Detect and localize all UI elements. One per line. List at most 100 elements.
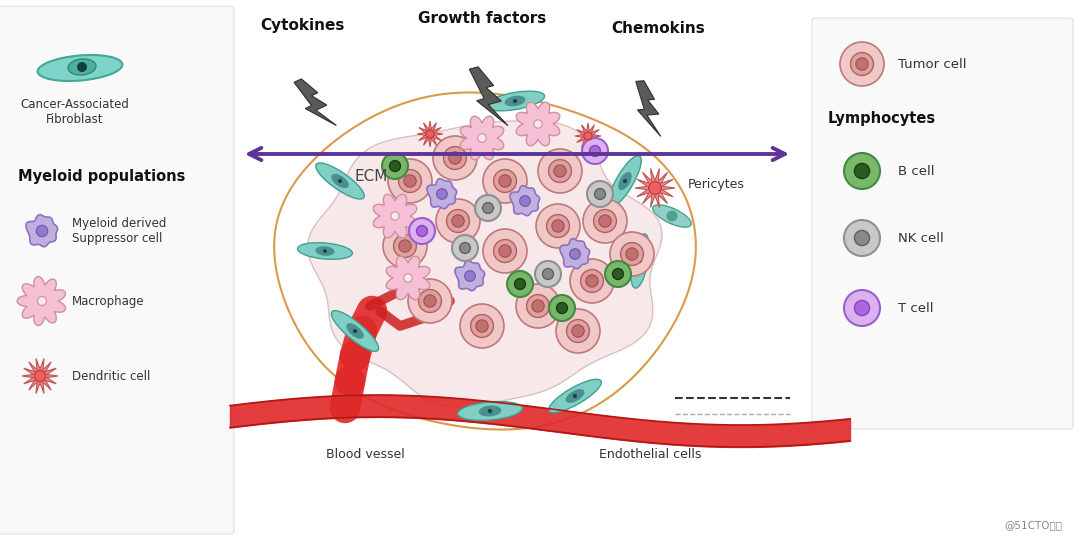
- Circle shape: [471, 315, 494, 338]
- Circle shape: [573, 394, 577, 398]
- Circle shape: [552, 220, 564, 232]
- Ellipse shape: [635, 251, 645, 271]
- Ellipse shape: [315, 246, 335, 256]
- Circle shape: [399, 240, 411, 252]
- Polygon shape: [17, 277, 66, 325]
- Polygon shape: [455, 260, 485, 291]
- Polygon shape: [635, 168, 675, 207]
- Circle shape: [338, 179, 342, 183]
- Circle shape: [391, 212, 400, 220]
- Circle shape: [854, 230, 869, 245]
- Text: ECM: ECM: [355, 168, 389, 183]
- Circle shape: [594, 210, 617, 233]
- Circle shape: [483, 229, 527, 273]
- Circle shape: [433, 136, 477, 180]
- FancyBboxPatch shape: [812, 18, 1074, 429]
- Circle shape: [582, 138, 608, 164]
- Ellipse shape: [652, 205, 691, 227]
- Circle shape: [666, 211, 677, 221]
- Ellipse shape: [504, 95, 525, 106]
- Circle shape: [404, 274, 413, 282]
- Circle shape: [464, 271, 475, 281]
- Circle shape: [855, 58, 868, 70]
- Ellipse shape: [631, 234, 649, 288]
- Text: Myeloid populations: Myeloid populations: [18, 168, 186, 183]
- Polygon shape: [510, 185, 540, 215]
- Circle shape: [556, 302, 567, 314]
- Circle shape: [625, 248, 638, 260]
- Polygon shape: [417, 121, 443, 147]
- Circle shape: [494, 169, 516, 192]
- Circle shape: [538, 149, 582, 193]
- Text: Pericytes: Pericytes: [688, 177, 745, 190]
- Circle shape: [499, 175, 511, 187]
- Circle shape: [436, 199, 480, 243]
- Circle shape: [594, 189, 606, 199]
- Circle shape: [408, 279, 453, 323]
- Polygon shape: [387, 256, 430, 300]
- Polygon shape: [374, 194, 417, 238]
- Circle shape: [549, 160, 571, 182]
- Circle shape: [531, 300, 544, 312]
- Circle shape: [353, 329, 357, 333]
- Circle shape: [840, 42, 885, 86]
- Text: Tumor cell: Tumor cell: [897, 57, 967, 71]
- Polygon shape: [469, 67, 508, 126]
- Circle shape: [476, 320, 488, 332]
- Circle shape: [843, 290, 880, 326]
- Circle shape: [77, 62, 87, 72]
- Circle shape: [546, 214, 569, 237]
- Circle shape: [417, 226, 428, 236]
- Text: Myeloid derived
Suppressor cell: Myeloid derived Suppressor cell: [72, 217, 166, 245]
- Text: Macrophage: Macrophage: [72, 294, 145, 308]
- Ellipse shape: [478, 406, 501, 416]
- Text: Lymphocytes: Lymphocytes: [828, 110, 936, 125]
- Circle shape: [610, 232, 654, 276]
- Circle shape: [621, 243, 644, 265]
- Circle shape: [483, 159, 527, 203]
- Circle shape: [514, 279, 526, 289]
- Circle shape: [513, 99, 517, 103]
- Text: Cancer-Associated
Fibroblast: Cancer-Associated Fibroblast: [21, 98, 130, 126]
- Text: Growth factors: Growth factors: [418, 11, 546, 26]
- Polygon shape: [516, 102, 559, 146]
- Circle shape: [426, 130, 434, 138]
- Circle shape: [605, 261, 631, 287]
- Circle shape: [460, 243, 471, 254]
- Circle shape: [494, 240, 516, 263]
- Circle shape: [35, 370, 45, 382]
- Polygon shape: [294, 79, 336, 125]
- Circle shape: [623, 179, 627, 183]
- Circle shape: [38, 296, 46, 306]
- Circle shape: [583, 199, 627, 243]
- Circle shape: [854, 301, 869, 316]
- Circle shape: [460, 304, 504, 348]
- Polygon shape: [636, 81, 661, 137]
- Text: Dendritic cell: Dendritic cell: [72, 369, 150, 383]
- Ellipse shape: [332, 174, 349, 188]
- Circle shape: [399, 169, 421, 192]
- Ellipse shape: [458, 401, 523, 420]
- Circle shape: [571, 325, 584, 337]
- Circle shape: [554, 165, 566, 177]
- Circle shape: [475, 195, 501, 221]
- Text: Chemokins: Chemokins: [611, 21, 705, 36]
- Circle shape: [534, 120, 542, 128]
- Circle shape: [323, 249, 327, 253]
- Ellipse shape: [315, 163, 364, 199]
- Text: NK cell: NK cell: [897, 232, 944, 244]
- Circle shape: [536, 204, 580, 248]
- Text: Blood vessel: Blood vessel: [326, 448, 404, 460]
- Circle shape: [567, 319, 590, 343]
- Text: Endothelial cells: Endothelial cells: [598, 448, 701, 460]
- Polygon shape: [308, 121, 662, 407]
- Circle shape: [393, 235, 417, 257]
- Text: B cell: B cell: [897, 165, 934, 177]
- Circle shape: [584, 132, 592, 140]
- Ellipse shape: [566, 389, 584, 403]
- Circle shape: [612, 269, 623, 279]
- Circle shape: [483, 203, 494, 213]
- Circle shape: [843, 220, 880, 256]
- Ellipse shape: [38, 55, 122, 81]
- Circle shape: [519, 196, 530, 206]
